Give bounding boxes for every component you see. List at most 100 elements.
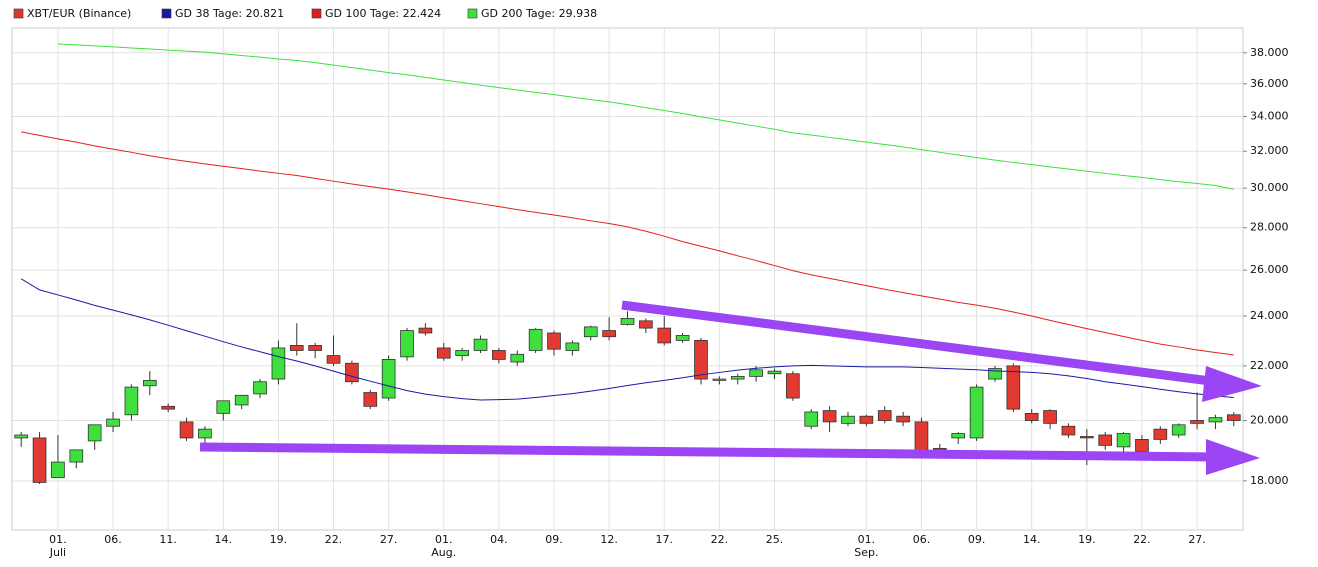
x-tick-label: 06. [913,533,931,546]
ma-line [21,131,1234,356]
candle-body [602,330,616,338]
candle-body [675,335,690,341]
y-tick-label: 30.000 [1250,181,1289,194]
x-tick-label: 01. [858,533,876,546]
arrow-line [199,442,1216,462]
candle-body [639,320,653,329]
arrow-head [1202,366,1262,402]
ma-line [57,43,1234,190]
x-tick-label: 11. [159,533,177,546]
candle-body [767,370,782,375]
candle-body [51,461,65,479]
candle-body [308,345,322,351]
x-tick-label: 25. [766,533,784,546]
y-tick-label: 26.000 [1250,263,1289,276]
candle-body [363,392,378,407]
candle-body [32,437,47,483]
legend-swatch [161,8,172,19]
candle-body [1098,434,1113,446]
candle-body [749,369,763,377]
candle-body [988,368,1002,380]
candle-body [106,418,120,427]
candle-body [179,421,194,439]
candle-body [804,411,819,427]
x-tick-label: 27. [1188,533,1206,546]
x-tick-label: 06. [104,533,122,546]
y-tick-label: 28.000 [1250,221,1289,234]
ma-line [20,278,1234,401]
candle-body [1061,425,1076,436]
candle-body [1043,410,1057,424]
x-group-label: Juli [49,546,66,559]
x-tick-label: 04. [490,533,508,546]
candle-body [1024,412,1039,421]
candle-body [951,433,966,439]
candle-body [583,326,598,338]
candle-body [786,373,800,399]
arrow-head [1206,439,1260,475]
candle-body [1079,436,1094,439]
candle-body [877,410,892,421]
legend-label: GD 38 Tage: 20.821 [175,7,284,20]
y-tick-label: 20.000 [1250,413,1289,426]
y-tick-label: 38.000 [1250,46,1289,59]
candle-body [528,328,543,351]
candle-body [859,415,874,424]
candle-body [142,379,157,387]
candle-body [69,449,84,463]
candle-body [1153,428,1168,440]
x-tick-label: 19. [270,533,288,546]
candle-body [253,381,267,395]
candle-body [822,410,837,423]
candle-body [1135,439,1149,452]
candle-body [198,428,212,439]
candle-body [841,415,855,424]
legend-label: GD 200 Tage: 29.938 [481,7,597,20]
candle-body [1006,365,1021,410]
candle-body [345,362,359,383]
candle-body [87,424,102,442]
candle-body [620,318,635,325]
candle-body [547,332,561,350]
candle-body [565,342,580,351]
candle-body [492,350,506,360]
candle-body [455,350,469,356]
y-tick-label: 18.000 [1250,474,1289,487]
candle-body [436,347,451,359]
y-tick-label: 22.000 [1250,359,1289,372]
annotation-arrows [199,300,1262,475]
x-tick-label: 01. [49,533,67,546]
candle-body [271,347,286,380]
y-tick-label: 34.000 [1250,110,1289,123]
candle-body [1171,424,1186,436]
candle-body [969,386,984,439]
candle-body [1190,420,1204,424]
arrow-line [621,300,1219,387]
candle-body [1208,417,1223,423]
x-group-label: Aug. [431,546,456,559]
legend-swatch [311,8,322,19]
candle-body [896,415,910,423]
candle-body [1226,414,1241,421]
x-group-label: Sep. [854,546,878,559]
candle-body [124,386,139,416]
legend-label: GD 100 Tage: 22.424 [325,7,441,20]
x-tick-label: 22. [1133,533,1151,546]
x-tick-label: 22. [325,533,343,546]
x-tick-label: 27. [380,533,398,546]
candle-body [289,345,304,351]
x-tick-label: 19. [1078,533,1096,546]
legend-swatch [467,8,478,19]
candle-body [510,353,525,363]
legend-label: XBT/EUR (Binance) [27,7,131,20]
x-tick-label: 22. [711,533,729,546]
candle-body [712,378,727,381]
legend-swatch [13,8,24,19]
x-tick-label: 01. [435,533,453,546]
candle-body [161,405,176,410]
candle-body [234,394,249,406]
candle-body [1116,433,1131,448]
axis-labels: 18.000 20.000 22.000 24.000 26.000 28.000 30.0… [49,46,1289,559]
candle-body [914,421,929,451]
